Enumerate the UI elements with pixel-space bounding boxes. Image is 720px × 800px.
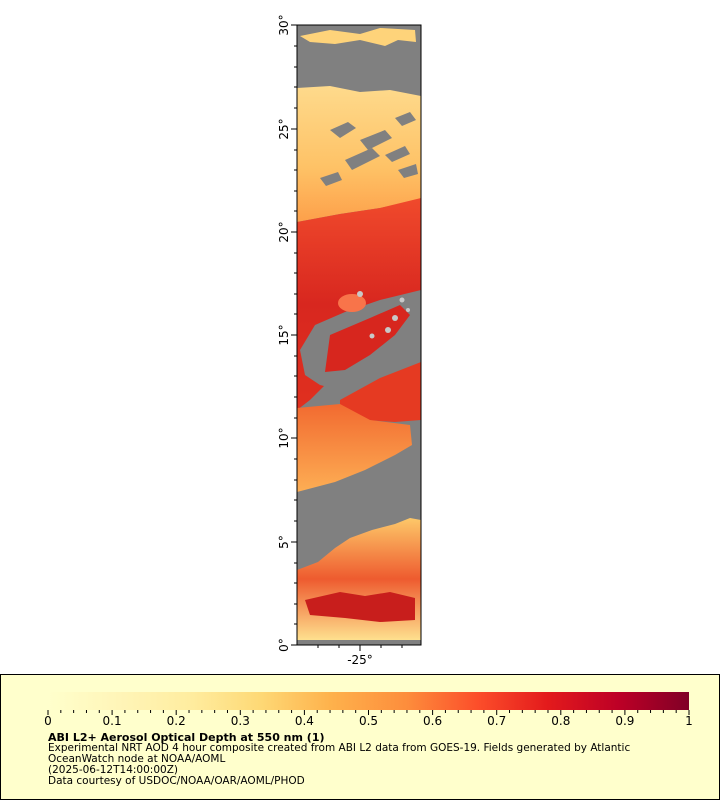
legend-text-block: ABI L2+ Aerosol Optical Depth at 550 nm … — [48, 732, 698, 787]
colorbar: 0 0.1 0.2 0.3 0.4 0.5 0.6 0.7 0.8 0.9 1 — [44, 692, 693, 728]
aod-field — [297, 25, 421, 645]
legend-panel: 0 0.1 0.2 0.3 0.4 0.5 0.6 0.7 0.8 0.9 1 ABI L2+ Ae… — [0, 674, 720, 800]
colorbar-tick-label: 0.8 — [551, 714, 570, 728]
colorbar-tick-label: 1 — [685, 714, 693, 728]
latitude-labels: 30° 25° 20° 15° 10° 5° 0° — [277, 14, 291, 651]
colorbar-tick-label: 0.9 — [615, 714, 634, 728]
lat-label-0: 0° — [277, 638, 291, 652]
aod-bottom-dark-patch — [305, 592, 415, 622]
aod-central-streak — [325, 305, 410, 372]
map-area: 30° 25° 20° 15° 10° 5° 0° -25° — [277, 14, 422, 667]
legend-description-line1: Experimental NRT AOD 4 hour composite cr… — [48, 742, 631, 754]
legend-credit: Data courtesy of USDOC/NOAA/OAR/AOML/PHO… — [48, 775, 305, 787]
colorbar-tick-label: 0.1 — [103, 714, 122, 728]
lat-label-10: 10° — [277, 427, 291, 448]
colorbar-tick-label: 0.7 — [487, 714, 506, 728]
aod-south-band — [297, 404, 412, 492]
legend-timestamp: (2025-06-12T14:00:00Z) — [48, 764, 178, 776]
aod-bright-plume — [338, 294, 366, 312]
colorbar-tick-label: 0 — [44, 714, 52, 728]
legend-description-line2: OceanWatch node at NOAA/AOML — [48, 753, 226, 765]
legend-title: ABI L2+ Aerosol Optical Depth at 550 nm … — [48, 731, 325, 744]
lat-label-5: 5° — [277, 535, 291, 549]
lon-label-minus25: -25° — [347, 653, 373, 667]
lat-label-20: 20° — [277, 221, 291, 242]
latitude-axis — [291, 24, 297, 646]
lat-label-25: 25° — [277, 118, 291, 139]
colorbar-tick-label: 0.3 — [231, 714, 250, 728]
colorbar-gradient — [48, 692, 689, 710]
colorbar-tick-label: 0.4 — [295, 714, 314, 728]
colorbar-ticks — [47, 710, 690, 715]
colorbar-tick-label: 0.5 — [359, 714, 378, 728]
lat-label-15: 15° — [277, 324, 291, 345]
latitude-minor-ticks — [294, 45, 297, 625]
aod-east-streak — [340, 362, 421, 422]
colorbar-labels: 0 0.1 0.2 0.3 0.4 0.5 0.6 0.7 0.8 0.9 1 — [44, 714, 693, 728]
longitude-axis — [317, 645, 403, 651]
colorbar-tick-label: 0.2 — [167, 714, 186, 728]
lat-label-30: 30° — [277, 14, 291, 35]
cloud-gaps-north — [320, 112, 418, 186]
aod-top-fragments — [300, 28, 416, 46]
land-islands — [357, 291, 410, 339]
colorbar-tick-label: 0.6 — [423, 714, 442, 728]
